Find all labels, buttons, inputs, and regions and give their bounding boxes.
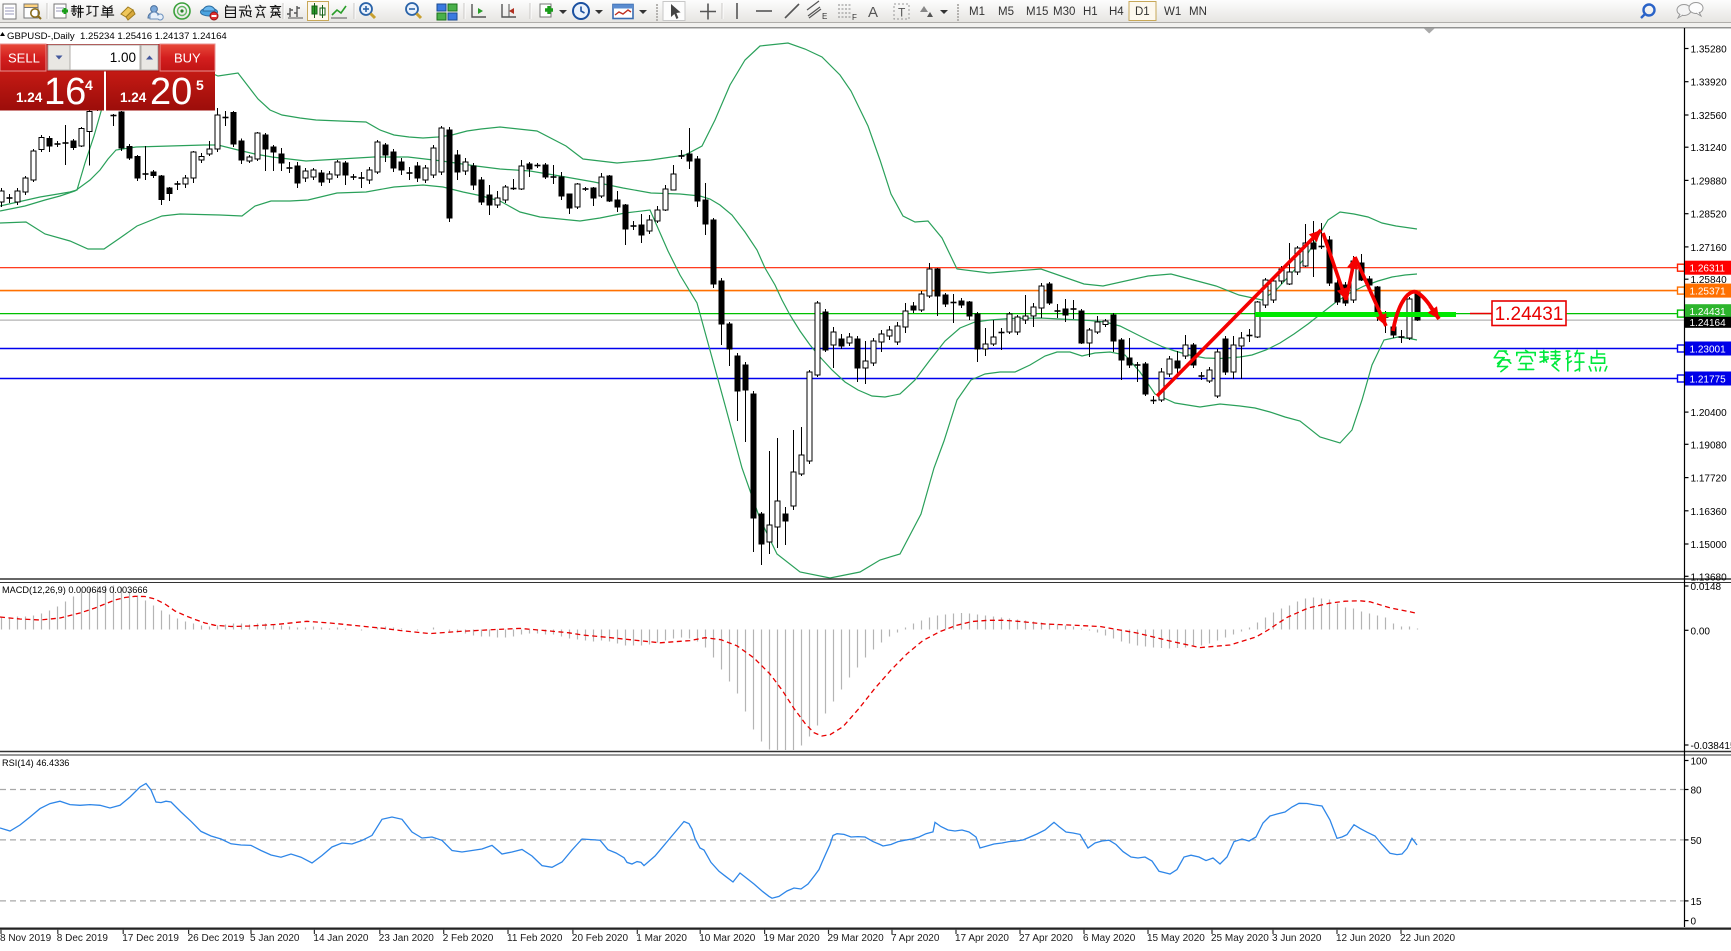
svg-text:12 Jun 2020: 12 Jun 2020: [1336, 933, 1391, 944]
svg-text:BUY: BUY: [174, 51, 201, 66]
svg-text:26 Dec 2019: 26 Dec 2019: [188, 933, 245, 944]
svg-text:1.35280: 1.35280: [1691, 45, 1728, 56]
svg-text:14 Jan 2020: 14 Jan 2020: [313, 933, 368, 944]
svg-text:1.24431: 1.24431: [1690, 307, 1727, 318]
svg-text:19 Mar 2020: 19 Mar 2020: [764, 933, 821, 944]
svg-text:0.00: 0.00: [1691, 626, 1711, 637]
svg-text:1.17720: 1.17720: [1691, 474, 1728, 485]
svg-text:MN: MN: [1189, 6, 1207, 18]
svg-text:1.27160: 1.27160: [1691, 243, 1728, 254]
svg-text:H1: H1: [1083, 6, 1098, 18]
svg-text:8 Nov 2019: 8 Nov 2019: [0, 933, 52, 944]
svg-text:1.24431: 1.24431: [1495, 304, 1564, 325]
svg-text:29 Mar 2020: 29 Mar 2020: [828, 933, 885, 944]
svg-text:1.24: 1.24: [120, 90, 147, 105]
svg-text:1.29880: 1.29880: [1691, 176, 1728, 187]
svg-text:1.32560: 1.32560: [1691, 111, 1728, 122]
svg-text:1.00: 1.00: [110, 50, 136, 65]
svg-text:GBPUSD-,Daily 1.25234 1.25416: GBPUSD-,Daily 1.25234 1.25416 1.24137 1.…: [7, 31, 227, 42]
svg-text:-0.038415: -0.038415: [1691, 741, 1731, 752]
svg-text:7 Apr 2020: 7 Apr 2020: [891, 933, 940, 944]
svg-text:27 Apr 2020: 27 Apr 2020: [1019, 933, 1073, 944]
svg-text:1.31240: 1.31240: [1691, 143, 1728, 154]
svg-text:SELL: SELL: [8, 51, 40, 66]
svg-text:22 Jun 2020: 22 Jun 2020: [1400, 933, 1455, 944]
svg-text:D1: D1: [1135, 6, 1150, 18]
svg-text:1.28520: 1.28520: [1691, 210, 1728, 221]
svg-text:20: 20: [150, 71, 192, 113]
svg-text:80: 80: [1691, 786, 1703, 797]
svg-text:H4: H4: [1109, 6, 1124, 18]
svg-text:2 Feb 2020: 2 Feb 2020: [443, 933, 494, 944]
svg-text:RSI(14) 46.4336: RSI(14) 46.4336: [2, 758, 69, 768]
svg-text:M15: M15: [1026, 6, 1048, 18]
svg-text:15: 15: [1691, 897, 1703, 908]
svg-text:6 May 2020: 6 May 2020: [1083, 933, 1136, 944]
svg-text:3 Jun 2020: 3 Jun 2020: [1272, 933, 1322, 944]
svg-text:M30: M30: [1053, 6, 1075, 18]
svg-text:10 Mar 2020: 10 Mar 2020: [699, 933, 756, 944]
svg-text:F: F: [852, 13, 857, 22]
svg-text:A: A: [868, 4, 878, 21]
svg-text:W1: W1: [1164, 6, 1181, 18]
svg-text:1.23001: 1.23001: [1690, 344, 1727, 355]
svg-text:1.20400: 1.20400: [1691, 408, 1728, 419]
svg-text:1.25371: 1.25371: [1690, 286, 1727, 297]
svg-text:1.24164: 1.24164: [1690, 318, 1727, 329]
svg-text:T: T: [898, 6, 906, 20]
svg-text:M5: M5: [998, 6, 1014, 18]
svg-text:5: 5: [196, 77, 204, 93]
svg-text:11 Feb 2020: 11 Feb 2020: [507, 933, 563, 944]
svg-text:MACD(12,26,9) 0.000649 0.00366: MACD(12,26,9) 0.000649 0.003666: [2, 585, 148, 595]
svg-text:0: 0: [1691, 917, 1697, 928]
svg-text:1.33920: 1.33920: [1691, 78, 1728, 89]
svg-text:1.19080: 1.19080: [1691, 440, 1728, 451]
svg-text:25 May 2020: 25 May 2020: [1211, 933, 1269, 944]
svg-text:M1: M1: [969, 6, 985, 18]
svg-text:8 Dec 2019: 8 Dec 2019: [57, 933, 109, 944]
svg-text:1.26311: 1.26311: [1690, 264, 1726, 275]
svg-text:1.16360: 1.16360: [1691, 507, 1728, 518]
svg-text:1.15000: 1.15000: [1691, 540, 1728, 551]
svg-text:100: 100: [1691, 757, 1708, 768]
svg-text:16: 16: [44, 71, 86, 113]
svg-text:5 Jan 2020: 5 Jan 2020: [250, 933, 300, 944]
svg-text:17 Apr 2020: 17 Apr 2020: [955, 933, 1009, 944]
svg-text:23 Jan 2020: 23 Jan 2020: [379, 933, 434, 944]
svg-text:1.21775: 1.21775: [1690, 374, 1727, 385]
svg-text:1 Mar 2020: 1 Mar 2020: [636, 933, 687, 944]
svg-text:17 Dec 2019: 17 Dec 2019: [122, 933, 179, 944]
svg-text:20 Feb 2020: 20 Feb 2020: [572, 933, 629, 944]
svg-text:0.0148: 0.0148: [1691, 582, 1722, 593]
svg-text:1.24: 1.24: [16, 90, 43, 105]
svg-text:15 May 2020: 15 May 2020: [1147, 933, 1205, 944]
svg-text:4: 4: [85, 77, 93, 93]
svg-text:E: E: [822, 12, 827, 21]
svg-text:50: 50: [1691, 836, 1703, 847]
